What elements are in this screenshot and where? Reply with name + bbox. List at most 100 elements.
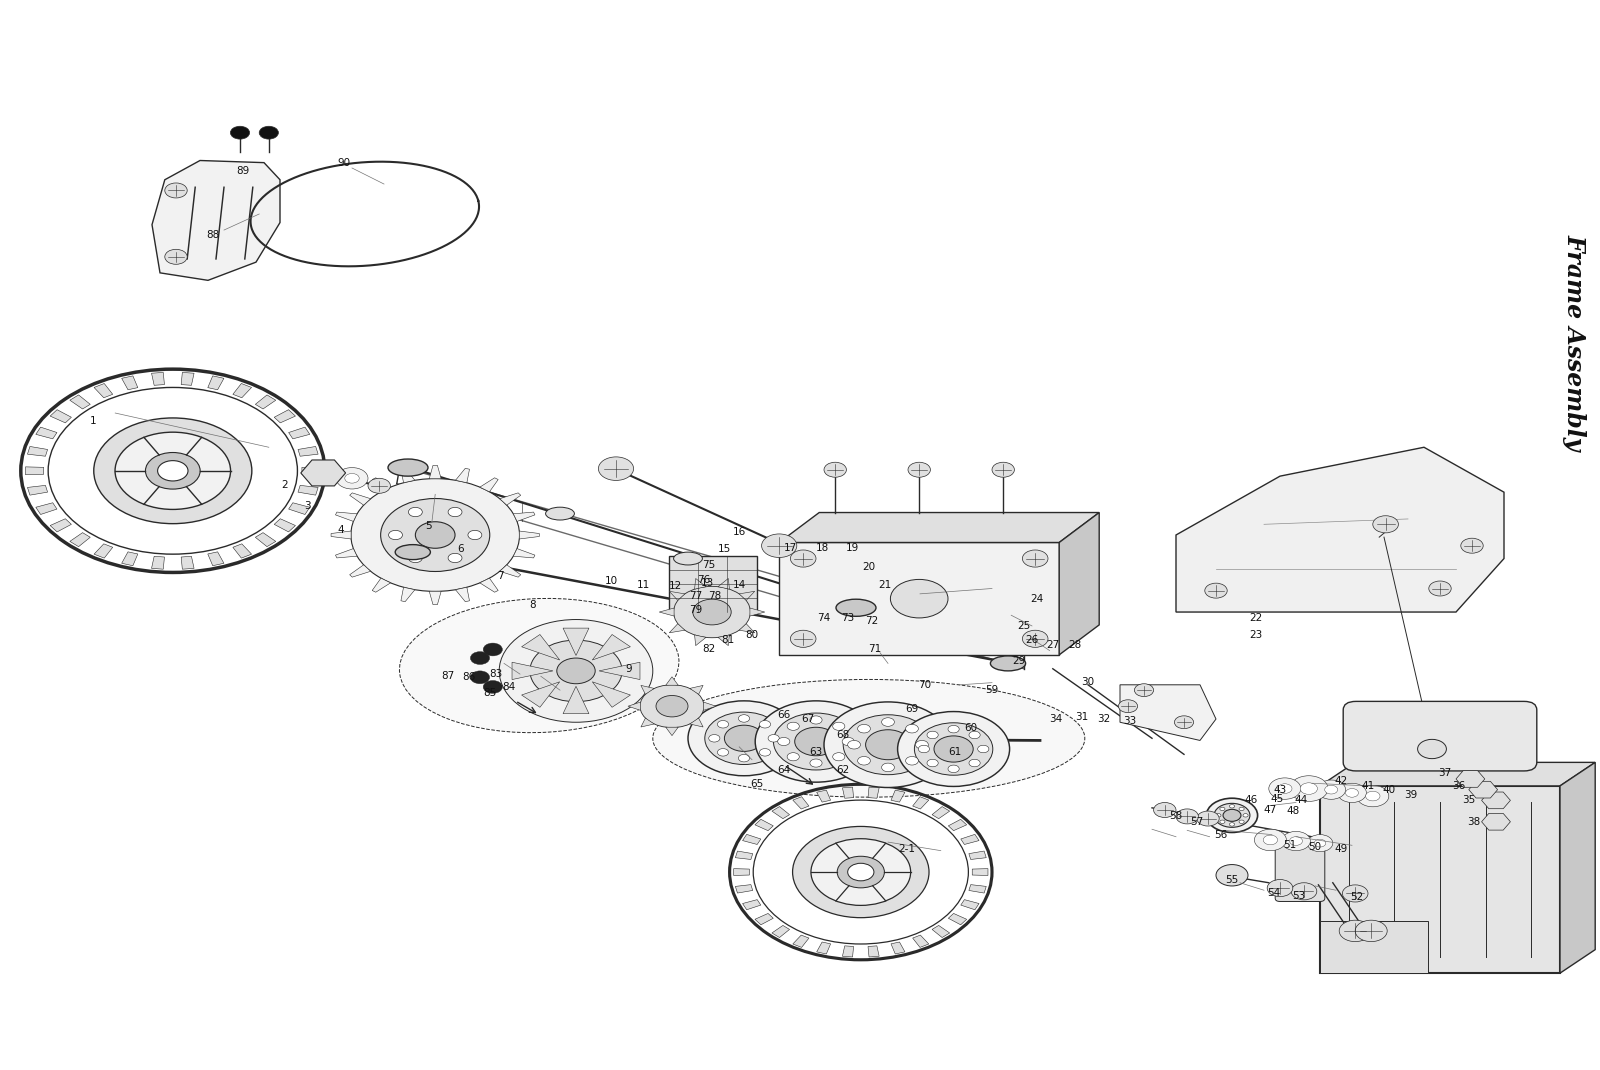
Circle shape	[787, 722, 800, 731]
Polygon shape	[298, 486, 318, 495]
Circle shape	[693, 599, 731, 625]
Polygon shape	[734, 869, 749, 875]
Polygon shape	[35, 427, 58, 439]
Polygon shape	[152, 160, 280, 280]
Circle shape	[1254, 829, 1286, 851]
Polygon shape	[960, 900, 979, 910]
Polygon shape	[256, 533, 275, 547]
Polygon shape	[970, 885, 986, 893]
Polygon shape	[718, 635, 730, 645]
Text: 37: 37	[1438, 767, 1451, 778]
Circle shape	[1314, 839, 1326, 847]
Circle shape	[1022, 550, 1048, 567]
Polygon shape	[960, 835, 979, 844]
Circle shape	[1216, 865, 1248, 886]
Polygon shape	[739, 624, 755, 632]
Circle shape	[230, 126, 250, 139]
Circle shape	[704, 713, 784, 764]
Polygon shape	[514, 549, 534, 557]
Circle shape	[914, 723, 992, 775]
Polygon shape	[94, 383, 112, 398]
Polygon shape	[755, 914, 773, 924]
Circle shape	[1219, 807, 1226, 811]
Polygon shape	[373, 578, 390, 592]
Polygon shape	[336, 549, 357, 557]
Text: 16: 16	[733, 526, 746, 537]
Polygon shape	[736, 885, 752, 893]
Polygon shape	[1482, 792, 1510, 809]
Polygon shape	[522, 635, 560, 660]
Circle shape	[408, 507, 422, 517]
Bar	[669, 556, 757, 612]
Circle shape	[790, 630, 816, 647]
Polygon shape	[891, 790, 906, 802]
Polygon shape	[27, 446, 48, 456]
Circle shape	[773, 713, 859, 770]
Circle shape	[882, 763, 894, 771]
Circle shape	[947, 765, 958, 773]
Circle shape	[970, 760, 981, 767]
Text: 79: 79	[690, 605, 702, 615]
Text: 17: 17	[784, 542, 797, 553]
Polygon shape	[181, 372, 194, 385]
Text: 40: 40	[1382, 784, 1395, 795]
Text: 27: 27	[1046, 640, 1059, 651]
Circle shape	[408, 553, 422, 563]
Text: 42: 42	[1334, 776, 1347, 786]
Text: 58: 58	[1170, 811, 1182, 822]
Text: 28: 28	[1069, 640, 1082, 651]
Polygon shape	[514, 513, 534, 521]
Polygon shape	[973, 869, 987, 875]
Text: 38: 38	[1467, 816, 1480, 827]
Polygon shape	[891, 942, 906, 954]
Text: 9: 9	[626, 663, 632, 674]
Polygon shape	[742, 835, 762, 844]
Polygon shape	[234, 544, 251, 559]
Circle shape	[891, 580, 947, 618]
Polygon shape	[1560, 763, 1595, 974]
Text: 7: 7	[498, 570, 504, 581]
Text: 26: 26	[1026, 635, 1038, 645]
Text: 77: 77	[690, 591, 702, 601]
Text: 34: 34	[1050, 714, 1062, 724]
Text: 90: 90	[338, 157, 350, 168]
Text: 82: 82	[702, 644, 715, 655]
Polygon shape	[718, 579, 730, 590]
Text: 68: 68	[837, 730, 850, 740]
Ellipse shape	[653, 679, 1085, 797]
Circle shape	[557, 658, 595, 684]
Circle shape	[1338, 783, 1366, 802]
Circle shape	[470, 671, 490, 684]
Polygon shape	[288, 427, 310, 439]
Text: 67: 67	[802, 714, 814, 724]
Circle shape	[483, 643, 502, 656]
Circle shape	[824, 702, 952, 788]
Polygon shape	[933, 926, 950, 937]
Polygon shape	[429, 592, 442, 605]
Polygon shape	[592, 635, 630, 660]
Circle shape	[1342, 885, 1368, 902]
Circle shape	[1346, 789, 1358, 797]
Circle shape	[837, 856, 885, 888]
Polygon shape	[402, 587, 414, 601]
Circle shape	[530, 640, 622, 702]
Polygon shape	[331, 531, 350, 539]
Circle shape	[790, 550, 816, 567]
Polygon shape	[480, 478, 498, 492]
Circle shape	[1243, 813, 1248, 817]
Circle shape	[915, 740, 928, 749]
Circle shape	[810, 759, 822, 767]
Ellipse shape	[674, 552, 702, 565]
Text: Frame Assembly: Frame Assembly	[1562, 234, 1587, 450]
Text: 74: 74	[818, 613, 830, 624]
Text: 83: 83	[490, 669, 502, 679]
Text: 55: 55	[1226, 874, 1238, 885]
Text: 62: 62	[837, 765, 850, 776]
Text: 47: 47	[1264, 805, 1277, 815]
Polygon shape	[70, 533, 90, 547]
Circle shape	[926, 760, 938, 767]
Circle shape	[470, 652, 490, 664]
Polygon shape	[592, 682, 630, 707]
Circle shape	[467, 531, 482, 539]
Circle shape	[1429, 581, 1451, 596]
